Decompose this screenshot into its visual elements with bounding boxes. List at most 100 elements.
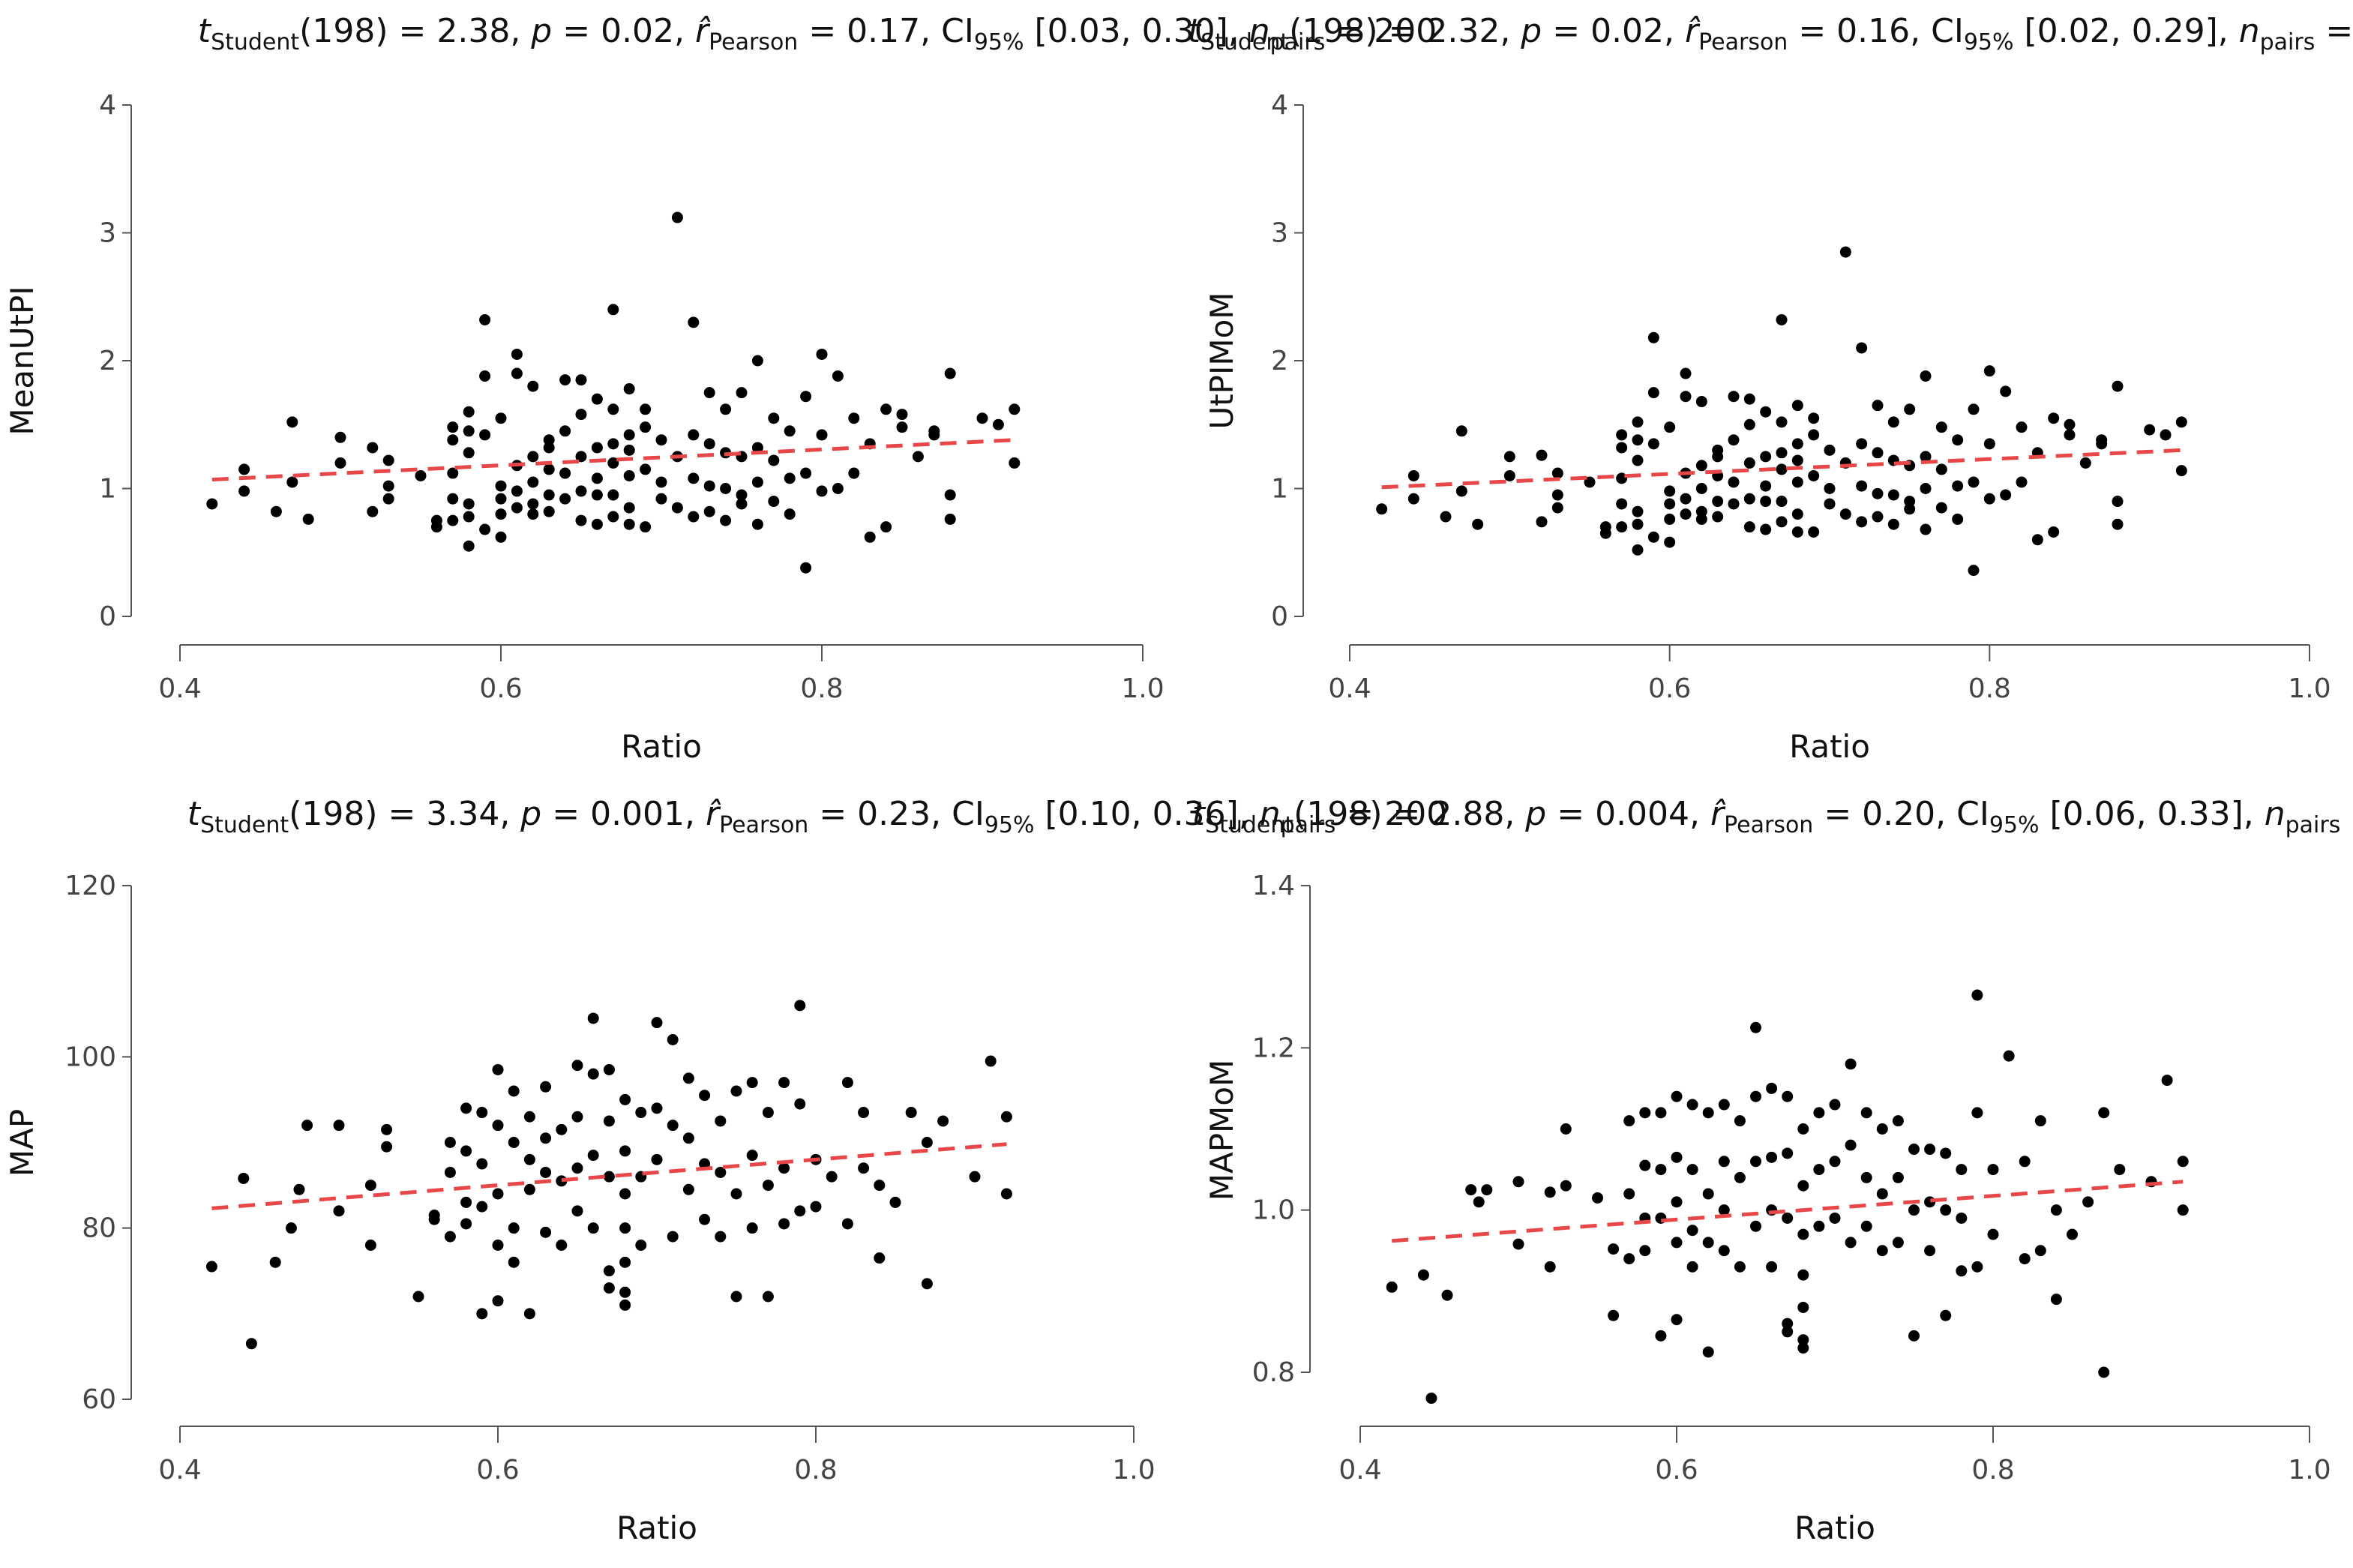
data-point [543, 434, 555, 446]
data-point [1920, 370, 1932, 382]
data-point [1782, 1147, 1794, 1159]
data-point [896, 421, 908, 433]
data-point [492, 1188, 504, 1200]
data-point [623, 502, 635, 514]
data-point [1887, 518, 1899, 530]
data-point [2019, 1253, 2031, 1265]
data-point [703, 505, 715, 517]
data-point [832, 483, 844, 494]
data-point [864, 531, 876, 543]
x-tick-label: 0.6 [1648, 673, 1691, 704]
data-point [382, 480, 394, 492]
data-point [540, 1081, 552, 1093]
data-point [1956, 1265, 1968, 1277]
data-point [1776, 313, 1788, 325]
data-point [479, 523, 491, 535]
data-point [1671, 1151, 1683, 1163]
data-point [746, 1077, 758, 1089]
data-point [523, 1111, 535, 1123]
data-point [730, 1085, 742, 1097]
data-point [736, 498, 748, 510]
data-point [619, 1286, 631, 1298]
data-point [527, 508, 539, 520]
data-point [1734, 1261, 1746, 1273]
y-axis-title: MAPMoM [1203, 1060, 1240, 1201]
data-point [1797, 1301, 1809, 1313]
scatter-points [1386, 989, 2189, 1405]
data-point [1728, 476, 1740, 488]
data-point [364, 1180, 376, 1192]
y-tick-label: 1 [1271, 474, 1288, 505]
data-point [1632, 416, 1644, 428]
data-point [543, 489, 555, 501]
data-point [1718, 1204, 1730, 1216]
data-point [238, 485, 250, 497]
data-point [623, 469, 635, 481]
data-point [944, 367, 956, 379]
data-point [1009, 403, 1021, 415]
data-point [667, 1034, 679, 1045]
data-point [607, 457, 619, 469]
data-point [2175, 416, 2187, 428]
chart-title: tStudent(198) = 3.34, p = 0.001, r̂Pears… [187, 795, 1447, 838]
data-point [1655, 1164, 1667, 1176]
data-point [463, 447, 475, 459]
data-point [816, 485, 828, 497]
data-point [1797, 1180, 1809, 1192]
data-point [2064, 429, 2076, 441]
data-point [800, 467, 812, 479]
data-point [495, 412, 507, 424]
data-point [1734, 1115, 1746, 1127]
data-point [2112, 496, 2124, 508]
data-point [575, 485, 587, 497]
data-point [858, 1107, 870, 1119]
data-point [495, 508, 507, 520]
data-point [603, 1265, 615, 1277]
data-point [591, 442, 603, 454]
data-point [715, 1115, 727, 1127]
data-point [527, 451, 539, 463]
data-point [1760, 523, 1772, 535]
data-point [1887, 416, 1899, 428]
data-point [688, 472, 700, 484]
data-point [1623, 1115, 1635, 1127]
data-point [1845, 1058, 1857, 1070]
data-point [1632, 505, 1644, 517]
data-point [1647, 438, 1659, 450]
data-point [1503, 469, 1515, 481]
y-tick-label: 1.0 [1252, 1195, 1295, 1226]
data-point [1671, 1314, 1683, 1326]
data-point [1455, 485, 1467, 497]
chart-panel-2: tStudent(198) = 2.32, p = 0.02, r̂Pearso… [1188, 12, 2353, 765]
data-point [1639, 1245, 1651, 1257]
data-point [2064, 418, 2076, 430]
data-point [912, 451, 924, 463]
data-point [2079, 457, 2091, 469]
y-tick-label: 0 [1271, 601, 1288, 632]
data-point [921, 1278, 933, 1290]
data-point [285, 1222, 297, 1234]
data-point [460, 1218, 472, 1230]
data-point [992, 418, 1004, 430]
data-point [492, 1120, 504, 1132]
data-point [1876, 1188, 1888, 1200]
data-point [1407, 493, 1419, 505]
data-point [2082, 1196, 2094, 1208]
data-point [1512, 1176, 1524, 1188]
data-point [1908, 1204, 1920, 1216]
data-point [1664, 485, 1676, 497]
data-point [1512, 1238, 1524, 1250]
data-point [1766, 1151, 1778, 1163]
y-tick-label: 4 [99, 90, 116, 121]
data-point [1616, 498, 1628, 510]
data-point [699, 1090, 711, 1102]
data-point [1743, 418, 1755, 430]
data-point [1940, 1309, 1952, 1321]
data-point [635, 1240, 647, 1251]
data-point [463, 511, 475, 523]
data-point [463, 540, 475, 552]
data-point [1824, 483, 1836, 494]
data-point [848, 412, 860, 424]
data-point [682, 1072, 694, 1084]
